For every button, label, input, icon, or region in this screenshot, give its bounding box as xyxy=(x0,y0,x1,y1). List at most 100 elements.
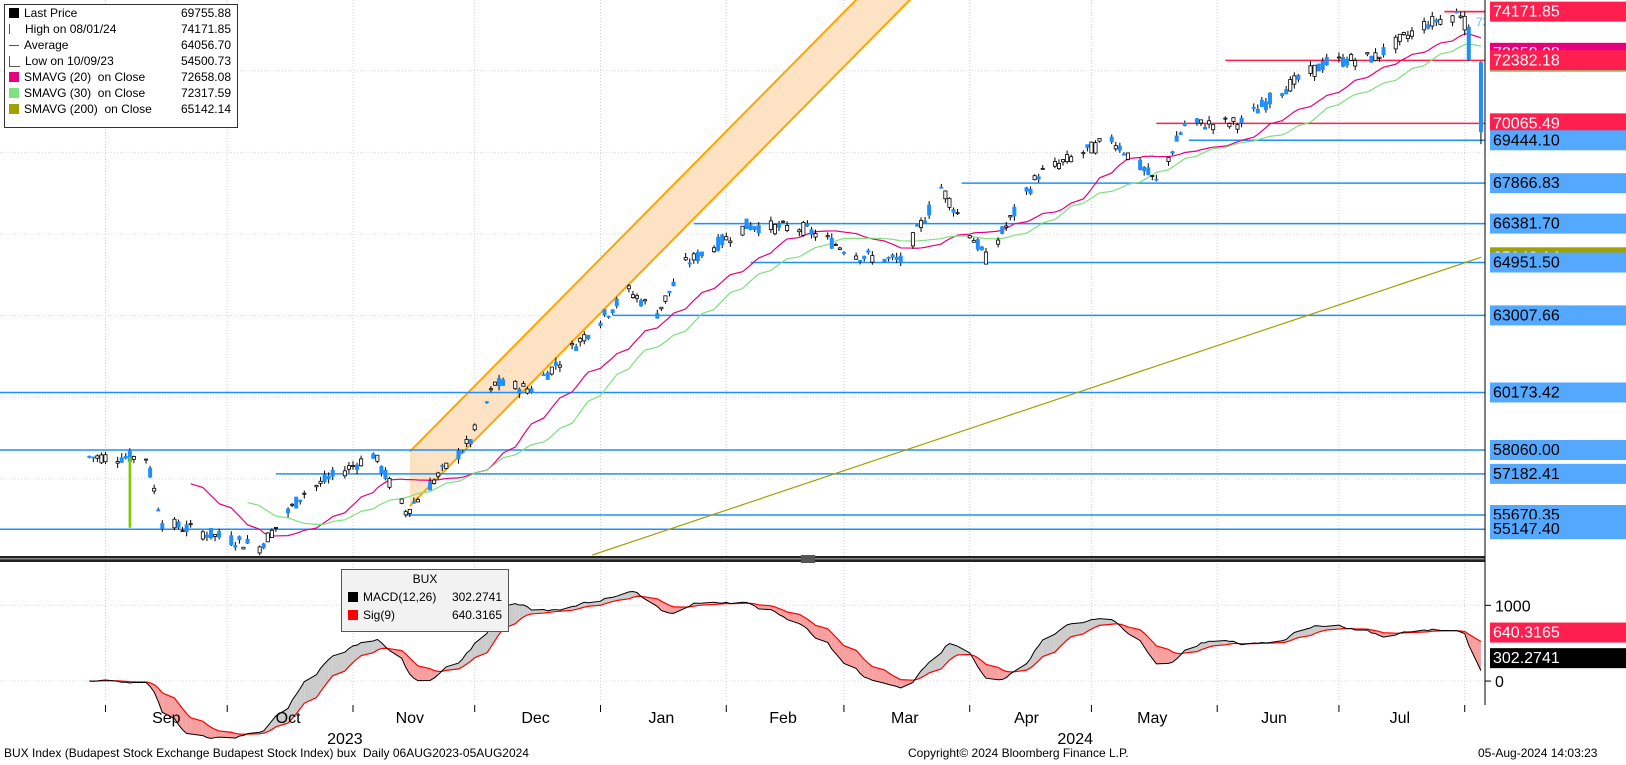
candle xyxy=(257,545,262,556)
candle xyxy=(1478,61,1483,145)
macd-histogram-fill xyxy=(774,606,780,615)
candle-body xyxy=(1138,159,1143,170)
candle xyxy=(1393,34,1398,54)
candle xyxy=(882,258,887,264)
x-axis-month-label: Sep xyxy=(152,710,181,727)
candle-body xyxy=(1280,93,1285,97)
macd-histogram-fill xyxy=(235,733,240,739)
candle xyxy=(655,309,660,319)
macd-histogram-fill xyxy=(190,717,203,736)
price-axis-badge xyxy=(1490,305,1626,326)
candle-body xyxy=(160,523,165,529)
candle xyxy=(1194,118,1199,126)
candle xyxy=(432,478,437,485)
candle-body xyxy=(886,257,891,259)
candle xyxy=(1259,97,1264,108)
candle-body xyxy=(1434,19,1439,23)
candle-body xyxy=(1142,166,1147,172)
candle xyxy=(342,466,347,479)
macd-legend: BUX MACD(12,26) 302.2741 Sig(9) 640.3165 xyxy=(341,569,509,632)
macd-histogram-fill xyxy=(616,591,629,601)
candle xyxy=(1308,61,1313,77)
candle xyxy=(756,222,761,237)
square-icon xyxy=(9,72,19,82)
candle-body xyxy=(801,222,806,236)
candle-body xyxy=(314,484,319,488)
legend-label: SMAVG (30) on Close xyxy=(24,86,146,100)
candle-body xyxy=(1308,65,1313,74)
macd-histogram-fill xyxy=(1087,619,1092,632)
candle xyxy=(1056,159,1061,171)
candle xyxy=(1069,154,1074,163)
macd-histogram-fill xyxy=(600,598,605,606)
candle-body xyxy=(521,383,526,387)
candle xyxy=(586,334,591,341)
candle xyxy=(951,207,956,217)
candle-body xyxy=(432,479,437,484)
candle xyxy=(663,295,668,304)
candle xyxy=(517,387,522,399)
candle-body xyxy=(541,374,546,377)
candle-body xyxy=(898,255,903,263)
candle xyxy=(375,454,380,464)
candle xyxy=(983,247,988,265)
candle-body xyxy=(180,530,185,533)
macd-histogram-fill xyxy=(661,601,666,612)
candle-body xyxy=(606,315,611,318)
candle xyxy=(614,296,619,309)
candle xyxy=(415,497,420,503)
candle xyxy=(1422,17,1427,34)
candle xyxy=(184,520,189,537)
candle-body xyxy=(1040,168,1045,170)
candle-body xyxy=(882,258,887,263)
candle-body xyxy=(602,309,607,316)
candle xyxy=(1284,86,1289,95)
candle-body xyxy=(1024,187,1029,192)
candle xyxy=(1125,152,1130,161)
candle xyxy=(1036,173,1041,183)
candle xyxy=(1336,52,1341,63)
price-axis-badge-label: 72382.18 xyxy=(1493,52,1560,69)
legend-value: 65142.14 xyxy=(180,102,231,116)
candle-body xyxy=(1028,188,1033,194)
macd-histogram-fill xyxy=(361,640,374,656)
candle-body xyxy=(626,285,631,290)
candle xyxy=(1263,98,1268,113)
price-axis-badge-label: 66381.70 xyxy=(1493,216,1560,233)
candle xyxy=(570,340,575,350)
candle xyxy=(91,456,96,463)
candle xyxy=(1462,11,1467,36)
candle xyxy=(180,527,185,533)
candle xyxy=(330,466,335,481)
candle xyxy=(1458,11,1463,19)
macd-histogram-fill xyxy=(296,688,301,714)
candle xyxy=(1154,174,1159,182)
candle xyxy=(1028,186,1033,196)
legend-label: Last Price xyxy=(24,6,78,20)
price-axis-badge-label: 58060.00 xyxy=(1493,442,1560,459)
candle xyxy=(1166,157,1171,166)
candle xyxy=(1117,142,1122,153)
legend-value: 64056.70 xyxy=(180,38,231,52)
candle xyxy=(781,220,786,224)
candle xyxy=(1008,215,1013,221)
candle xyxy=(1312,64,1317,81)
candle xyxy=(639,298,644,307)
square-icon xyxy=(348,592,358,602)
candle-body xyxy=(1239,117,1244,124)
average-marker-icon xyxy=(9,44,19,46)
macd-histogram-fill xyxy=(1058,627,1064,648)
candle-body xyxy=(687,262,692,265)
legend-row: SMAVG (20) on Close 72658.08 xyxy=(5,69,237,85)
candle xyxy=(578,336,583,347)
candle-body xyxy=(1349,54,1354,61)
candle xyxy=(1085,144,1090,152)
candle xyxy=(245,535,250,544)
candle-body xyxy=(724,236,729,241)
price-channel xyxy=(409,0,912,507)
macd-histogram-fill xyxy=(462,653,467,667)
candle xyxy=(1405,30,1410,43)
candle-body xyxy=(919,220,924,228)
candle-body xyxy=(1178,132,1183,135)
candle-body xyxy=(1166,157,1171,162)
